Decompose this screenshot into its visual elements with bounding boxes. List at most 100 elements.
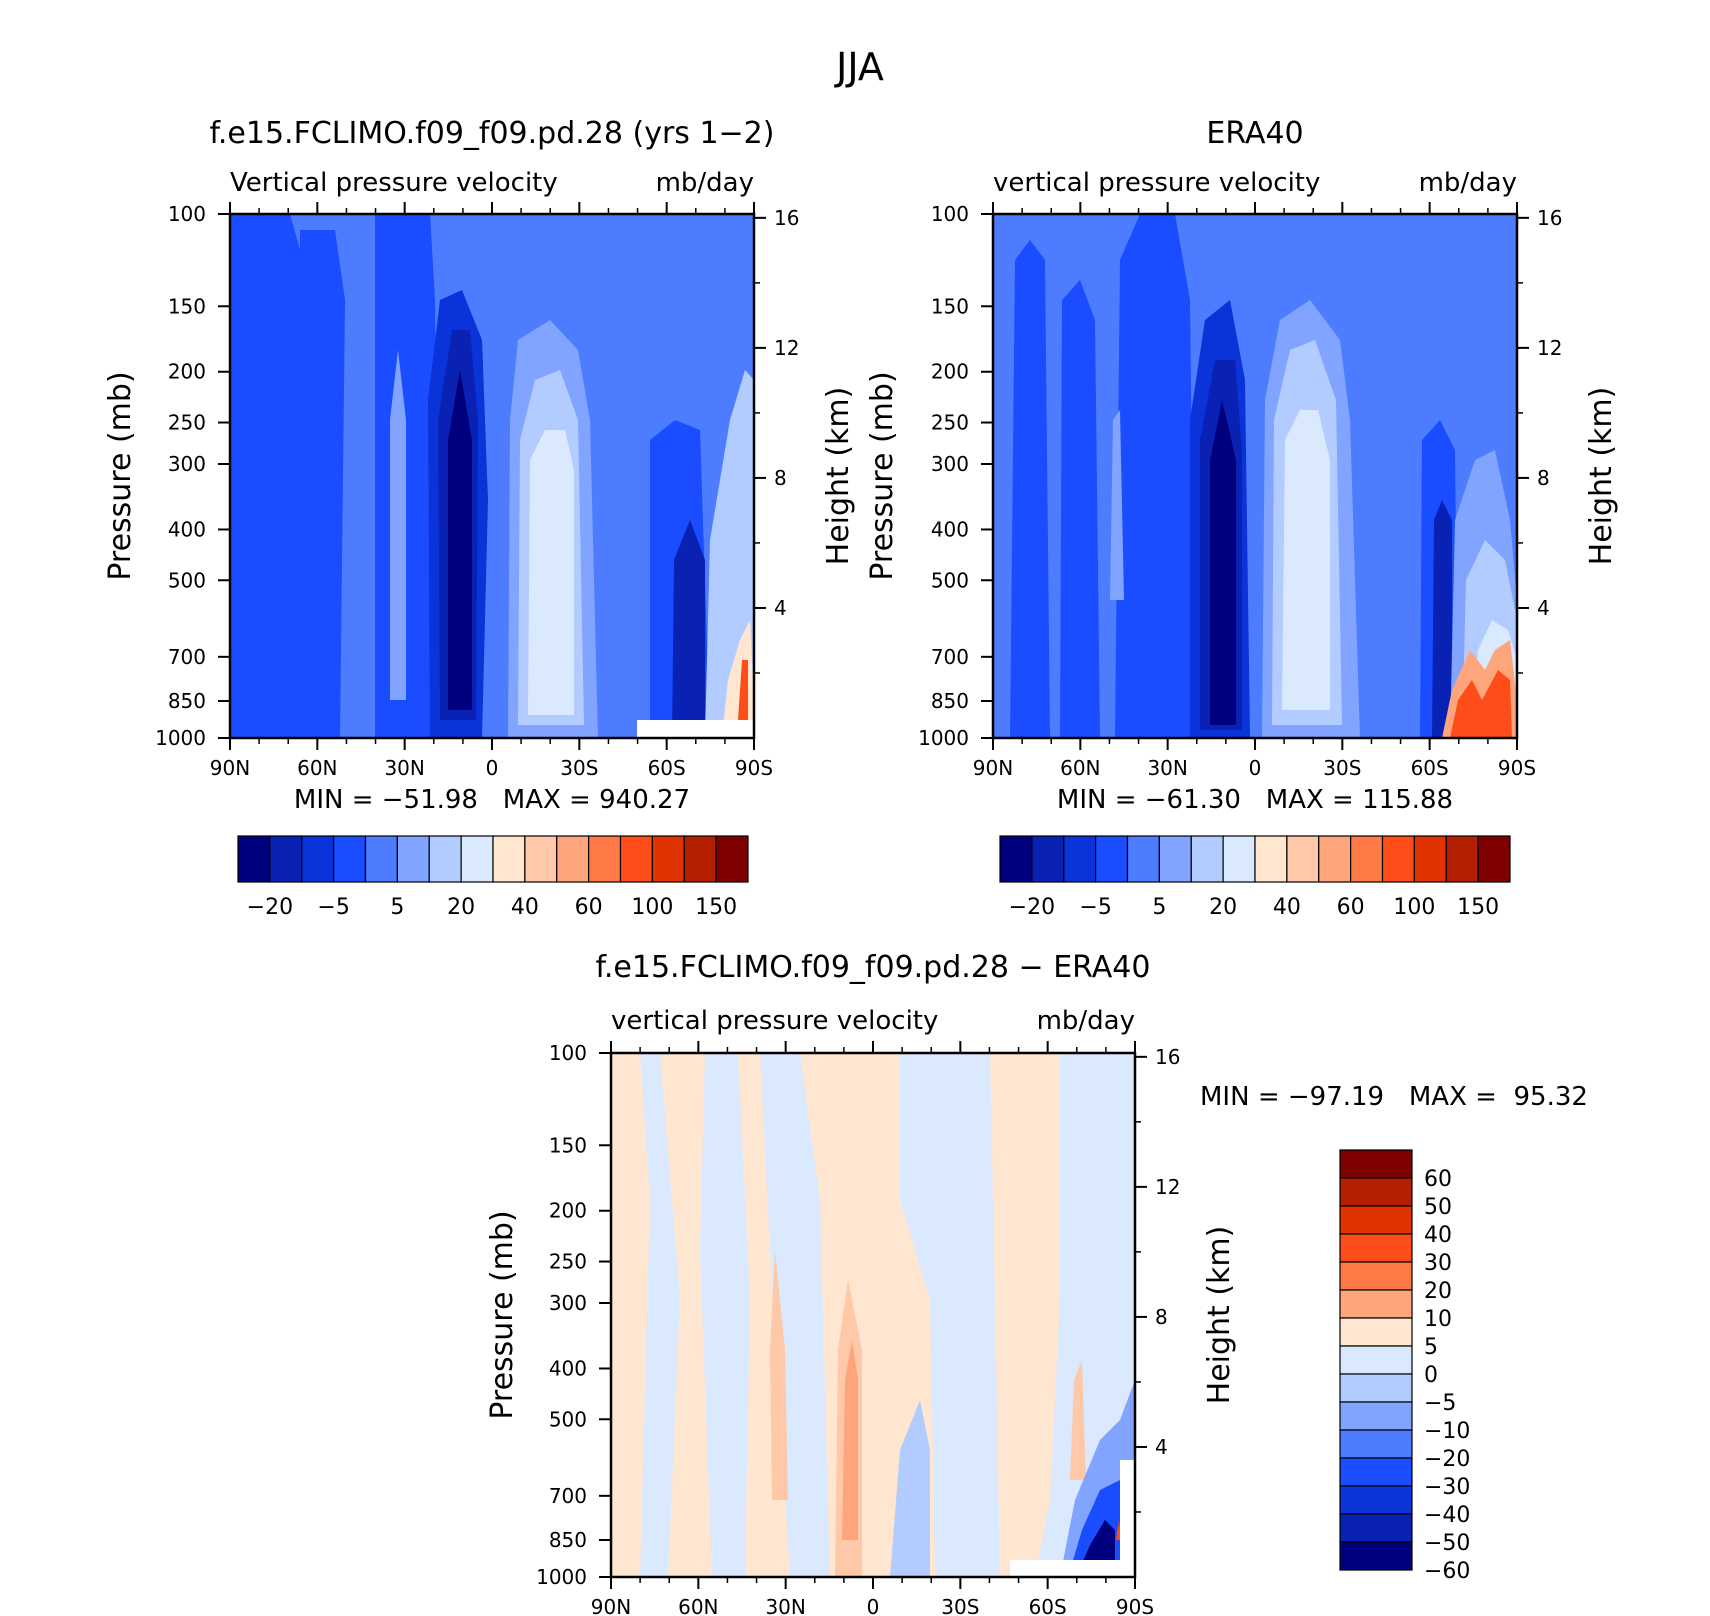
y2-tick-label: 16 xyxy=(774,206,799,230)
colorbar-swatch xyxy=(428,835,462,883)
y-tick-label: 1000 xyxy=(155,726,206,750)
y-tick-label: 200 xyxy=(549,1199,587,1223)
colorbar-swatch xyxy=(999,835,1033,883)
colorbar-swatch xyxy=(1339,1485,1413,1515)
colorbar: −20 −5 5 20 40 60 100 150 xyxy=(999,835,1511,920)
colorbar-label: −20 xyxy=(1424,1447,1470,1472)
colorbar-swatch xyxy=(1286,835,1320,883)
x-tick-label: 0 xyxy=(867,1595,880,1616)
y-tick-label: 300 xyxy=(549,1291,587,1315)
colorbar-swatch xyxy=(588,835,622,883)
x-tick-label: 60N xyxy=(1060,756,1100,780)
colorbar-swatch xyxy=(1339,1345,1413,1375)
x-tick-label: 30S xyxy=(560,756,598,780)
colorbar-swatch xyxy=(1339,1205,1413,1235)
y-tick-label: 850 xyxy=(931,689,969,713)
colorbar-label: −30 xyxy=(1424,1475,1470,1500)
y-tick-label: 150 xyxy=(549,1133,587,1157)
colorbar-swatch xyxy=(396,835,430,883)
colorbar-swatch xyxy=(1158,835,1192,883)
axis-ticks: 90N 60N 30N 0 30S 60S 90S 100 150 200 250 300 400 500… xyxy=(536,1041,1180,1616)
colorbar-swatch xyxy=(1381,835,1415,883)
panel-subtitle-left: vertical pressure velocity xyxy=(611,1006,938,1036)
y-tick-label: 300 xyxy=(168,452,206,476)
colorbar-swatch xyxy=(301,835,335,883)
colorbar-swatch xyxy=(1339,1317,1413,1347)
region-antarctic-hot xyxy=(1450,670,1512,738)
colorbar-swatch xyxy=(333,835,367,883)
x-tick-label: 60N xyxy=(297,756,337,780)
y2-tick-label: 12 xyxy=(1155,1175,1180,1199)
colorbar-swatch xyxy=(619,835,653,883)
colorbar-label: 40 xyxy=(1273,895,1301,920)
panel-subtitle-left: vertical pressure velocity xyxy=(993,168,1320,198)
colorbar-swatch xyxy=(1339,1289,1413,1319)
x-tick-label: 30N xyxy=(765,1595,805,1616)
colorbar-label: −5 xyxy=(1424,1391,1456,1416)
region-blue-itcz-core xyxy=(448,370,472,710)
region-pos-eq xyxy=(800,1053,935,1577)
region-blue-60s-deep xyxy=(1432,500,1452,738)
y-tick-label: 700 xyxy=(168,645,206,669)
contour-field xyxy=(993,214,1517,738)
colorbar-swatch xyxy=(1445,835,1479,883)
y-axis-label: Pressure (mb) xyxy=(865,371,900,580)
panel-title: ERA40 xyxy=(1206,116,1303,151)
colorbar-swatch xyxy=(1063,835,1097,883)
y2-tick-label: 4 xyxy=(1537,596,1550,620)
region-light-strip-30n xyxy=(390,350,406,700)
y2-tick-label: 12 xyxy=(774,336,799,360)
y2-tick-label: 8 xyxy=(774,466,787,490)
region-blue-band-60n xyxy=(300,230,345,738)
region-missing-data xyxy=(637,720,754,738)
colorbar-label: 60 xyxy=(1337,895,1365,920)
colorbar-label: 5 xyxy=(390,895,404,920)
panel-subtitle-left: Vertical pressure velocity xyxy=(230,168,558,198)
y2-tick-label: 8 xyxy=(1155,1305,1168,1329)
colorbar-swatch xyxy=(1190,835,1224,883)
x-tick-label: 90N xyxy=(591,1595,631,1616)
y-tick-label: 250 xyxy=(931,411,969,435)
y-tick-label: 150 xyxy=(168,294,206,318)
colorbar: −20 −5 5 20 40 60 100 150 xyxy=(237,835,749,920)
colorbar-label: 0 xyxy=(1424,1363,1438,1388)
y2-axis-label: Height (km) xyxy=(1202,1226,1237,1405)
region-pos-60n xyxy=(611,1053,650,1577)
colorbar-swatch xyxy=(1339,1457,1413,1487)
region-pos-40n xyxy=(660,1053,712,1577)
panel-difference: f.e15.FCLIMO.f09_f09.pd.28 − ERA40 verti… xyxy=(485,950,1588,1616)
y-tick-label: 1000 xyxy=(536,1565,587,1589)
colorbar-label: 20 xyxy=(447,895,475,920)
colorbar-swatch xyxy=(651,835,685,883)
region-blue-60n xyxy=(1060,280,1100,738)
y-tick-label: 500 xyxy=(931,568,969,592)
x-tick-label: 60S xyxy=(1029,1595,1067,1616)
colorbar-swatch xyxy=(1339,1401,1413,1431)
colorbar-swatch xyxy=(1339,1261,1413,1291)
colorbar-swatch xyxy=(1339,1373,1413,1403)
y-tick-label: 100 xyxy=(168,202,206,226)
colorbar-swatch xyxy=(1254,835,1288,883)
y2-axis-label: Height (km) xyxy=(1584,387,1619,566)
y-tick-label: 250 xyxy=(549,1250,587,1274)
colorbar-label: 20 xyxy=(1424,1279,1452,1304)
colorbar-label: −40 xyxy=(1424,1503,1470,1528)
x-tick-label: 90N xyxy=(210,756,250,780)
colorbar-label: −5 xyxy=(1079,895,1111,920)
x-tick-label: 0 xyxy=(486,756,499,780)
y-tick-label: 400 xyxy=(931,517,969,541)
colorbar-swatch xyxy=(1339,1177,1413,1207)
axis-ticks: 90N 60N 30N 0 30S 60S 90S 100 150 200 250 300 400 500… xyxy=(918,202,1562,780)
colorbar-swatch xyxy=(1413,835,1447,883)
x-tick-label: 30N xyxy=(1147,756,1187,780)
y-tick-label: 700 xyxy=(549,1484,587,1508)
min-max-stats: MIN = −61.30 MAX = 115.88 xyxy=(1057,785,1453,815)
panel-era40: ERA40 vertical pressure velocity mb/day … xyxy=(865,116,1619,920)
figure-title: JJA xyxy=(834,45,884,89)
colorbar-label: 150 xyxy=(1457,895,1499,920)
colorbar-swatch xyxy=(1095,835,1129,883)
y-tick-label: 1000 xyxy=(918,726,969,750)
colorbar-swatch xyxy=(269,835,303,883)
